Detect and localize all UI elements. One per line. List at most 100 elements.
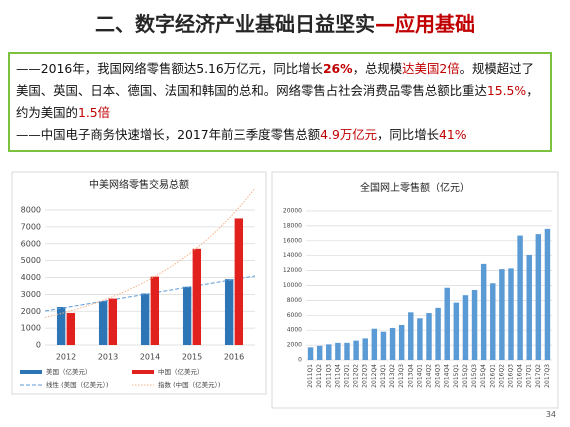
x-tick-label: 2014Q3: [435, 364, 442, 388]
bar: [108, 298, 118, 345]
x-tick-label: 2016Q3: [508, 364, 515, 388]
y-tick-label: 14000: [283, 252, 302, 259]
text-run: ，约为美国的: [16, 83, 539, 120]
x-tick-label: 2013Q2: [389, 364, 396, 388]
bar: [480, 263, 487, 360]
trendline: [44, 187, 256, 318]
text-run: 达美国2倍: [402, 61, 460, 76]
text-run: —应用基础: [375, 12, 475, 36]
text-run: ，同比增长: [377, 127, 439, 142]
x-tick-label: 2012Q4: [371, 364, 378, 388]
text-run: ，总规模: [352, 61, 403, 76]
bar: [98, 301, 108, 345]
legend-label: 线性 (美国（亿美元）): [46, 380, 108, 389]
x-tick-label: 2016: [224, 353, 244, 362]
x-tick-label: 2011Q3: [325, 364, 332, 388]
bar: [535, 234, 542, 360]
chart-title: 中美网络零售交易总额: [89, 178, 189, 191]
legend-label: 美国（亿美元）: [46, 367, 92, 376]
bar: [417, 318, 423, 360]
bar: [344, 342, 350, 360]
x-tick-label: 2012Q3: [362, 364, 369, 388]
bar: [499, 269, 505, 360]
bar: [398, 324, 405, 360]
legend-label: 指数 (中国（亿美元）): [158, 380, 220, 389]
x-tick-label: 2014Q2: [426, 364, 433, 388]
y-tick-label: 8000: [21, 206, 41, 215]
paragraph: ——2016年，我国网络零售额达5.16万亿元，同比增长26%，总规模达美国2倍…: [16, 58, 544, 124]
bar: [526, 254, 532, 360]
x-tick-label: 2017Q2: [535, 364, 542, 388]
text-run: 。规模超过了美国、英国、日本、德国、法国和韩国的总和。网络零售占社会消费品零售总…: [16, 61, 534, 98]
bar: [56, 307, 66, 345]
text-box: ——2016年，我国网络零售额达5.16万亿元，同比增长26%，总规模达美国2倍…: [8, 52, 552, 152]
bar: [150, 276, 160, 345]
y-tick-label: 2000: [287, 342, 302, 349]
text-run: 二、数字经济产业基础日益坚实: [95, 12, 375, 36]
text-run: ——中国电子商务快速增长，2017年前三季度零售总额: [16, 127, 321, 142]
x-tick-label: 2013Q1: [380, 364, 387, 388]
x-tick-label: 2015Q3: [471, 364, 478, 388]
x-tick-label: 2012: [56, 353, 76, 362]
slide-title: 二、数字经济产业基础日益坚实—应用基础: [0, 8, 570, 37]
y-tick-label: 16000: [283, 237, 302, 244]
x-tick-label: 2014: [140, 353, 160, 362]
x-tick-label: 2012Q1: [344, 364, 351, 388]
x-tick-label: 2015Q1: [453, 364, 460, 388]
bar: [453, 302, 460, 360]
legend-swatch: [132, 370, 154, 374]
bar: [435, 307, 441, 360]
y-tick-label: 7000: [21, 222, 41, 231]
bar: [307, 347, 314, 360]
chart-frame: [11, 171, 267, 395]
trendline: [44, 275, 256, 312]
bar: [192, 248, 202, 345]
x-tick-label: 2015Q2: [462, 364, 469, 388]
page-number: 34: [545, 410, 556, 419]
x-tick-label: 2015Q4: [480, 364, 487, 388]
x-tick-label: 2012Q2: [353, 364, 360, 388]
bar: [426, 313, 432, 360]
y-tick-label: 8000: [287, 297, 302, 304]
x-tick-label: 2011Q2: [316, 364, 323, 388]
bar: [444, 287, 450, 360]
y-tick-label: 18000: [283, 222, 302, 229]
bar: [326, 344, 332, 360]
bar: [490, 283, 496, 360]
bar: [362, 338, 368, 360]
y-tick-label: 6000: [287, 312, 302, 319]
x-tick-label: 2017Q1: [526, 364, 533, 388]
bar: [234, 218, 244, 345]
x-tick-label: 2014Q4: [444, 364, 451, 388]
legend-swatch: [20, 370, 42, 374]
x-tick-label: 2017Q3: [544, 364, 551, 388]
y-tick-label: 4000: [287, 327, 302, 334]
bar: [316, 345, 323, 360]
text-run: 26%: [322, 61, 353, 76]
text-run: 1.5倍: [77, 105, 111, 120]
x-tick-label: 2011Q4: [334, 364, 341, 388]
bar: [66, 312, 76, 345]
y-tick-label: 2000: [21, 307, 41, 316]
y-tick-label: 3000: [21, 290, 41, 299]
x-tick-label: 2011Q1: [307, 364, 314, 388]
bar: [471, 289, 478, 360]
paragraph: ——中国电子商务快速增长，2017年前三季度零售总额4.9万亿元，同比增长41%: [16, 124, 544, 146]
bar: [335, 342, 341, 360]
x-tick-label: 2013Q3: [398, 364, 405, 388]
bar: [224, 279, 234, 345]
y-tick-label: 4000: [21, 273, 41, 282]
x-tick-label: 2014Q1: [416, 364, 423, 388]
chart-title: 全国网上零售额（亿元）: [360, 181, 470, 194]
text-run: 41%: [438, 127, 467, 142]
bar: [508, 268, 514, 360]
text-run: ——2016年，我国网络零售额达5.16万亿元，同比增长: [16, 61, 323, 76]
y-tick-label: 1000: [21, 324, 41, 333]
chart-frame: [271, 171, 559, 409]
bar: [380, 331, 387, 360]
bar: [182, 286, 192, 345]
bar: [544, 228, 551, 360]
bar: [517, 235, 523, 360]
